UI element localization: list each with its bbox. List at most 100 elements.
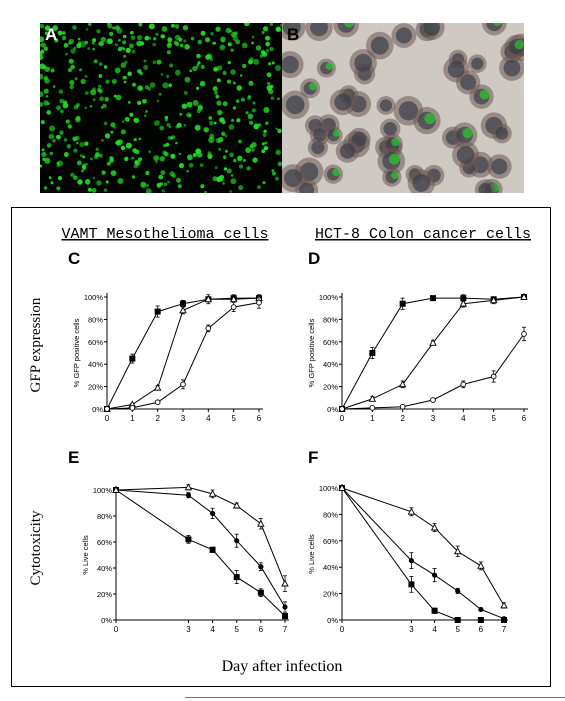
series-square-filled: [339, 294, 527, 412]
fluorescent-cell: [52, 85, 56, 88]
data-point: [257, 589, 264, 596]
fluorescent-cell: [43, 88, 49, 94]
cell-nucleus: [456, 146, 475, 164]
x-tick-label: 7: [283, 625, 288, 634]
fluorescent-cell: [265, 121, 269, 125]
fluorescent-cell: [136, 40, 142, 47]
y-tick-label: 80%: [88, 315, 103, 324]
fluorescent-cell: [200, 64, 205, 69]
fluorescent-cell: [203, 127, 209, 133]
fluorescent-cell: [110, 130, 114, 134]
fluorescent-cell: [158, 174, 164, 180]
x-tick-label: 4: [461, 414, 466, 423]
data-point: [229, 295, 238, 303]
fluorescent-cell: [92, 176, 96, 180]
fluorescent-cell: [268, 62, 272, 66]
fluorescent-cell: [91, 41, 95, 45]
fluorescent-cell: [267, 82, 271, 86]
fluorescent-cell: [90, 157, 93, 161]
fluorescent-cell: [156, 99, 160, 103]
fluorescent-cell: [50, 68, 55, 73]
fluorescent-cell: [122, 40, 127, 45]
data-point: [408, 558, 415, 564]
fluorescent-cell: [215, 94, 220, 99]
fluorescent-cell: [183, 124, 187, 127]
fluorescent-cell: [99, 96, 104, 101]
fluorescent-cell: [56, 134, 61, 140]
y-tick-label: 20%: [88, 383, 103, 392]
fluorescent-cell: [140, 181, 147, 188]
fluorescent-cell: [67, 68, 72, 73]
fluorescent-cell: [68, 58, 74, 64]
fluorescent-cell: [261, 142, 265, 146]
fluorescent-cell: [43, 46, 49, 51]
fluorescent-cell: [175, 141, 178, 145]
data-point: [208, 489, 217, 497]
cell-nucleus: [299, 182, 315, 193]
fluorescent-cell: [98, 153, 103, 158]
fluorescent-cell: [228, 124, 235, 130]
fluorescent-cell: [209, 120, 214, 126]
cell-nucleus: [383, 122, 397, 136]
fluorescent-cell: [122, 75, 127, 80]
fluorescent-cell: [111, 79, 117, 84]
fluorescent-cell: [272, 171, 276, 176]
data-point: [453, 547, 462, 555]
fluorescent-cell: [44, 78, 50, 84]
fluorescent-cell: [208, 116, 213, 120]
fluorescent-cell: [147, 86, 152, 91]
fluorescent-cell: [44, 66, 50, 72]
x-tick-label: 6: [522, 414, 527, 423]
panel-label-a: A: [45, 25, 58, 44]
y-tick-label: 40%: [323, 360, 338, 369]
fluorescent-cell: [212, 86, 218, 92]
fluorescent-cell: [275, 127, 278, 130]
panel-letter: C: [68, 249, 80, 268]
fluorescent-cell: [134, 160, 139, 165]
fluorescent-cell: [63, 152, 69, 157]
y-tick-label: 60%: [323, 537, 338, 546]
fluorescent-cell: [93, 59, 98, 64]
cell-nucleus: [447, 61, 465, 78]
data-point: [369, 350, 376, 356]
y-axis-label: % GFP positive cells: [72, 318, 81, 387]
fluorescent-cell: [130, 35, 136, 41]
fluorescent-cell: [92, 98, 96, 101]
fluorescent-cell: [125, 47, 131, 53]
y-tick-label: 0%: [327, 616, 338, 625]
fluorescent-cell: [137, 85, 143, 91]
y-tick-label: 0%: [92, 405, 103, 414]
fluorescent-cell: [251, 35, 255, 39]
fluorescent-cell: [243, 159, 246, 162]
fluorescent-cell: [127, 71, 132, 77]
y-tick-label: 100%: [319, 484, 339, 493]
fluorescent-cell: [188, 163, 194, 168]
series-line: [115, 489, 286, 617]
fluorescent-cell: [115, 140, 121, 146]
cell-nucleus: [379, 99, 392, 112]
fluorescent-cell: [223, 167, 228, 171]
fluorescent-cell: [261, 31, 265, 34]
column-title-hct8: HCT-8 Colon cancer cells: [315, 226, 531, 243]
x-tick-label: 3: [181, 414, 186, 423]
fluorescent-cell: [95, 147, 99, 151]
fluorescent-cell: [40, 55, 44, 60]
fluorescent-cell: [101, 139, 104, 142]
fluorescent-cell: [89, 104, 93, 108]
fluorescent-cell: [159, 156, 165, 162]
fluorescent-cell: [229, 152, 235, 158]
x-tick-label: 1: [130, 414, 135, 423]
series-line: [341, 487, 505, 620]
fluorescent-cell: [112, 26, 116, 30]
gfp-signal: [492, 23, 502, 26]
fluorescent-cell: [161, 34, 166, 39]
fluorescent-cell: [113, 94, 117, 98]
fluorescent-cell: [241, 42, 248, 49]
data-point: [282, 604, 288, 610]
fluorescent-cell: [262, 133, 267, 137]
fluorescent-cell: [232, 35, 238, 41]
fluorescent-cell: [163, 143, 167, 148]
fluorescent-cell: [103, 188, 108, 192]
data-point: [129, 355, 136, 362]
fluorescent-cell: [54, 38, 59, 43]
